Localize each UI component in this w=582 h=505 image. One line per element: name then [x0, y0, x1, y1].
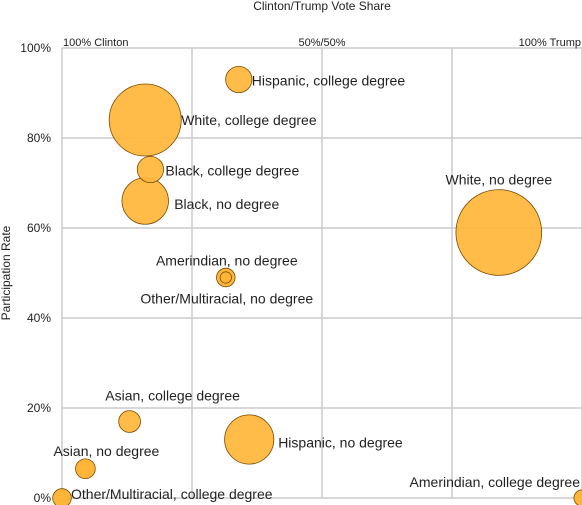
grid — [61, 47, 582, 499]
bubble — [455, 189, 543, 276]
point-label: Amerindian, college degree — [410, 474, 581, 490]
y-tick-labels: 0% 20% 40% 60% 80% 100% — [20, 41, 51, 505]
point-label: Asian, no degree — [53, 443, 159, 459]
top-labels: 100% Clinton 50%/50% 100% Trump — [63, 37, 581, 49]
top-label: 100% Clinton — [63, 37, 128, 49]
point-label: Other/Multiracial, college degree — [71, 486, 273, 502]
top-label: 100% Trump — [519, 37, 581, 49]
bubbles — [52, 65, 582, 505]
y-tick-label: 100% — [20, 41, 51, 55]
bubble — [573, 489, 582, 505]
y-axis-label: Participation Rate — [0, 225, 13, 320]
point-label: Black, college degree — [165, 163, 299, 179]
bubble — [118, 410, 141, 433]
point-labels: Hispanic, college degree White, college d… — [53, 73, 580, 503]
y-tick-label: 80% — [27, 131, 51, 145]
point-label: White, college degree — [181, 112, 317, 128]
bubble — [52, 488, 72, 505]
y-tick-label: 40% — [27, 311, 51, 325]
point-label: Asian, college degree — [105, 388, 240, 404]
bubble — [224, 414, 275, 465]
point-label: Hispanic, college degree — [252, 73, 406, 89]
bubble — [75, 458, 96, 480]
y-tick-label: 60% — [27, 221, 51, 235]
point-label: Black, no degree — [174, 196, 279, 212]
bubble — [136, 155, 164, 184]
point-label: White, no degree — [445, 172, 552, 188]
bubble — [225, 65, 253, 94]
bubble — [219, 271, 232, 284]
y-tick-label: 20% — [27, 401, 51, 415]
bubble — [121, 177, 169, 225]
point-label: Hispanic, no degree — [278, 435, 403, 451]
point-label: Amerindian, no degree — [156, 253, 298, 269]
y-tick-label: 0% — [34, 491, 52, 505]
bubble — [108, 83, 182, 157]
point-label: Other/Multiracial, no degree — [140, 291, 313, 307]
chart-title: Clinton/Trump Vote Share — [253, 0, 391, 13]
top-label: 50%/50% — [298, 37, 345, 49]
